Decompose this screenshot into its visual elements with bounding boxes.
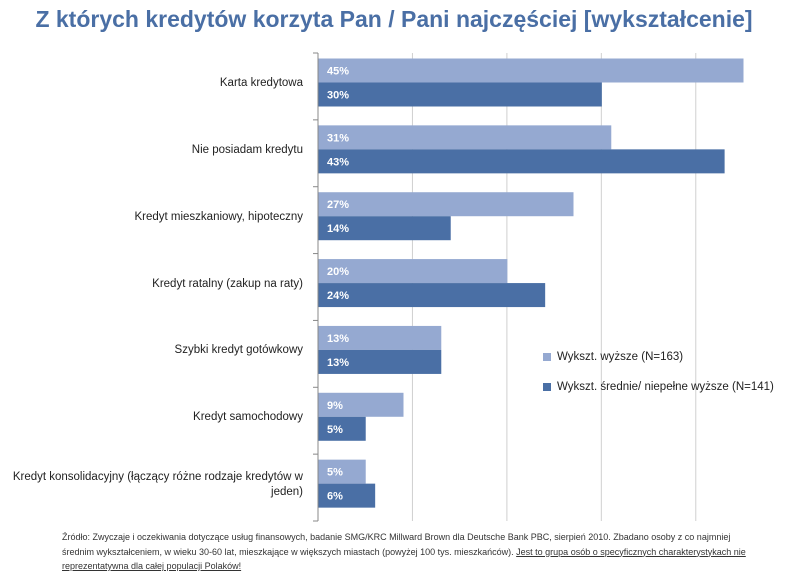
bar-series-1 <box>318 58 744 83</box>
category-label: Kredyt konsolidacyjny (łączący różne rod… <box>12 470 303 498</box>
category-label: Kredyt mieszkaniowy, hipoteczny <box>134 210 303 223</box>
bar-value-label: 5% <box>327 467 343 479</box>
bar-series-2 <box>318 149 725 174</box>
source-note: Źródło: Zwyczaje i oczekiwania dotyczące… <box>62 530 752 574</box>
bar-series-2 <box>318 483 376 508</box>
bar-value-label: 5% <box>327 424 343 436</box>
legend-item: Wykszt. średnie/ niepełne wyższe (N=141) <box>543 380 774 394</box>
source-text: Źródło: Zwyczaje i oczekiwania dotyczące… <box>62 532 731 557</box>
bar-value-label: 9% <box>327 400 343 412</box>
legend-label-series-1: Wykszt. wyższe (N=163) <box>557 351 684 363</box>
bar-series-1 <box>318 259 508 284</box>
bar-series-1 <box>318 192 574 217</box>
legend: Wykszt. wyższe (N=163) Wykszt. średnie/ … <box>543 350 774 410</box>
bar-value-label: 13% <box>327 357 349 369</box>
bar-series-1 <box>318 125 612 150</box>
bar-value-label: 20% <box>327 266 349 278</box>
bar-value-label: 43% <box>327 156 349 168</box>
bar-series-2 <box>318 416 366 441</box>
category-label: Kredyt samochodowy <box>193 411 303 424</box>
legend-swatch-series-1 <box>543 353 551 361</box>
bar-series-2 <box>318 283 546 308</box>
bar-series-2 <box>318 349 442 374</box>
category-label: Kredyt ratalny (zakup na raty) <box>152 277 303 290</box>
category-label: Szybki kredyt gotówkowy <box>174 344 303 357</box>
bar-value-label: 31% <box>327 132 349 144</box>
bar-value-label: 45% <box>327 66 349 78</box>
bar-series-1 <box>318 459 366 484</box>
bar-series-2 <box>318 82 602 107</box>
chart-title: Z których kredytów korzyta Pan / Pani na… <box>35 6 753 32</box>
category-label: Karta kredytowa <box>219 76 303 89</box>
bar-value-label: 6% <box>327 491 343 503</box>
bar-value-label: 30% <box>327 90 349 102</box>
bar-value-label: 14% <box>327 223 349 235</box>
legend-label-series-2: Wykszt. średnie/ niepełne wyższe (N=141) <box>557 381 774 393</box>
legend-item: Wykszt. wyższe (N=163) <box>543 350 774 364</box>
bar-value-label: 27% <box>327 199 349 211</box>
legend-swatch-series-2 <box>543 383 551 391</box>
bar-value-label: 13% <box>327 333 349 345</box>
bar-series-2 <box>318 216 451 241</box>
source-warning: Jest to grupa osób o specyficznych chara… <box>62 546 746 572</box>
bars: 45% 30% 31% 43% 27% 14% 20% 24% 13% 13% 9% 5% 5% 6% <box>318 58 744 508</box>
bar-series-1 <box>318 392 404 417</box>
bar-value-label: 24% <box>327 290 349 302</box>
bar-series-1 <box>318 325 442 350</box>
category-label: Nie posiadam kredytu <box>191 143 303 156</box>
